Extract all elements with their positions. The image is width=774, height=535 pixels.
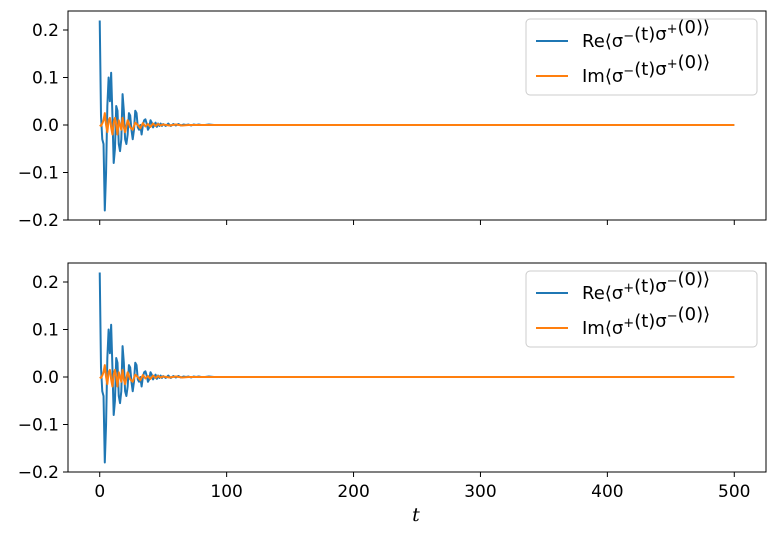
y-tick-label: 0.2 [32,21,59,41]
x-tick-label: 200 [337,482,369,502]
legend-label: Re⟨σ+(t)σ−(0)⟩ [582,269,710,304]
y-tick-label: −0.1 [18,164,59,184]
legend-label: Im⟨σ+(t)σ−(0)⟩ [582,304,710,339]
legend-box [525,270,758,348]
y-tick-label: 0.0 [32,368,59,388]
legend-label: Re⟨σ−(t)σ+(0)⟩ [582,17,710,52]
series-line-imag [99,364,735,388]
x-tick-label: 100 [210,482,242,502]
legend-box [525,18,758,96]
series-line-imag [99,112,735,136]
legend: Re⟨σ+(t)σ−(0)⟩Im⟨σ+(t)σ−(0)⟩ [525,269,758,348]
legend-label: Im⟨σ−(t)σ+(0)⟩ [582,52,710,87]
x-tick-label: 500 [718,482,750,502]
plot-area [98,272,735,464]
plot-area [98,20,735,212]
top-panel: −0.2 −0.1 0.0 0.1 0.2 Re⟨σ−(t)σ+(0)⟩Im⟨σ−(t)σ… [18,10,767,231]
x-tick-label: 0 [94,482,105,502]
y-tick-label: 0.1 [32,69,59,89]
y-tick-label: 0.1 [32,321,59,341]
y-tick-label: −0.2 [18,463,59,483]
legend: Re⟨σ−(t)σ+(0)⟩Im⟨σ−(t)σ+(0)⟩ [525,17,758,96]
y-tick-label: −0.2 [18,211,59,231]
axes-frame [67,262,767,473]
axes-frame [67,10,767,221]
x-axis-label: t [412,504,420,526]
x-tick-label: 300 [464,482,496,502]
y-tick-label: 0.2 [32,273,59,293]
y-tick-label: 0.0 [32,116,59,136]
y-tick-label: −0.1 [18,416,59,436]
bottom-panel: −0.2 −0.1 0.0 0.1 0.2 0 100 200 300 400 500 Re⟨σ+(t… [18,262,767,502]
x-tick-label: 400 [591,482,623,502]
